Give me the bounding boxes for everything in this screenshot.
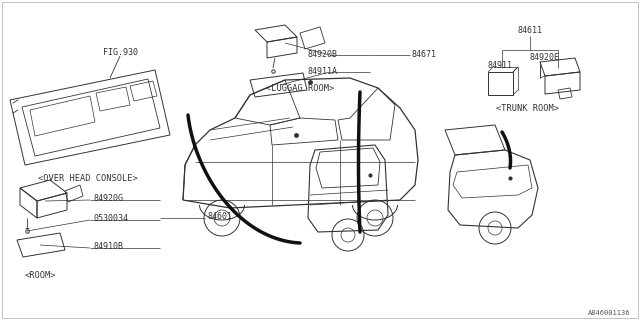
Text: 84920G: 84920G — [93, 194, 123, 203]
Text: 84611: 84611 — [518, 26, 543, 35]
Text: 84920B: 84920B — [307, 50, 337, 59]
Text: FIG.930: FIG.930 — [102, 47, 138, 57]
Text: <LUGGAG ROOM>: <LUGGAG ROOM> — [266, 84, 334, 92]
Text: <OVER HEAD CONSOLE>: <OVER HEAD CONSOLE> — [38, 173, 138, 182]
Text: 84920E: 84920E — [530, 52, 560, 61]
Text: 84671: 84671 — [411, 50, 436, 59]
Text: 0530034: 0530034 — [93, 213, 128, 222]
Text: 84601: 84601 — [207, 212, 232, 220]
Text: 84911: 84911 — [488, 60, 513, 69]
Text: <TRUNK ROOM>: <TRUNK ROOM> — [495, 103, 559, 113]
Text: <ROOM>: <ROOM> — [24, 270, 56, 279]
Text: 84911A: 84911A — [307, 67, 337, 76]
Text: 84910B: 84910B — [93, 242, 123, 251]
Text: A846001136: A846001136 — [588, 310, 630, 316]
